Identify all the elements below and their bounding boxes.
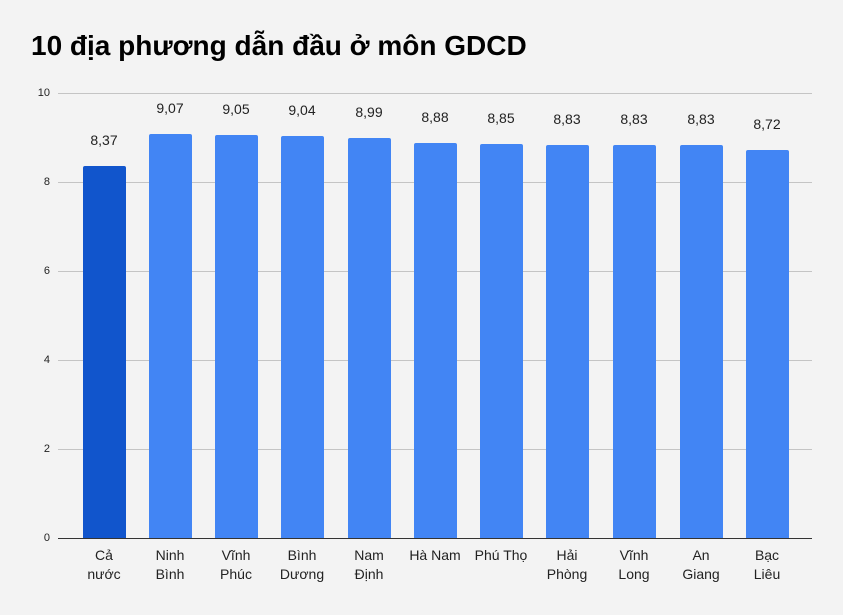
bar[interactable] <box>745 149 789 538</box>
gridline <box>58 93 812 94</box>
x-axis-baseline <box>58 538 812 539</box>
x-tick-label: Bình Dương <box>279 547 325 582</box>
x-tick-label: Hà Nam <box>409 547 461 563</box>
chart-title: 10 địa phương dẫn đầu ở môn GDCD <box>31 30 527 61</box>
bar[interactable] <box>413 142 457 538</box>
data-label: 9,05 <box>222 101 250 118</box>
x-tick-label: Nam Định <box>354 547 384 582</box>
data-label: 8,83 <box>620 111 648 128</box>
bar[interactable] <box>214 135 258 538</box>
data-label: 9,07 <box>156 100 184 117</box>
x-tick-label: Cả nước <box>87 547 121 582</box>
bar[interactable] <box>479 144 523 538</box>
bar[interactable] <box>612 145 656 538</box>
data-label: 8,83 <box>687 111 715 128</box>
data-label: 8,37 <box>90 131 118 148</box>
y-tick-label: 8 <box>43 176 50 188</box>
x-tick-label: Bạc Liêu <box>753 547 781 582</box>
y-tick-label: 10 <box>37 87 50 99</box>
y-tick-label: 0 <box>43 532 50 544</box>
x-tick-label: An Giang <box>682 547 720 582</box>
y-tick-label: 6 <box>43 265 50 277</box>
data-label: 8,88 <box>421 108 449 125</box>
data-label: 8,85 <box>487 110 515 127</box>
data-label: 9,04 <box>288 101 316 118</box>
x-tick-label: Vĩnh Long <box>618 547 650 582</box>
x-tick-label: Vĩnh Phúc <box>220 547 252 582</box>
data-label: 8,99 <box>355 103 383 120</box>
bar[interactable] <box>148 134 192 538</box>
bar[interactable] <box>280 135 324 538</box>
data-label: 8,83 <box>553 111 581 128</box>
y-tick-label: 2 <box>43 443 50 455</box>
data-label: 8,72 <box>753 115 781 132</box>
bar[interactable] <box>82 165 126 538</box>
bar[interactable] <box>347 137 391 538</box>
y-tick-label: 4 <box>43 354 50 366</box>
bar[interactable] <box>545 145 589 538</box>
x-tick-label: Phú Thọ <box>474 547 528 563</box>
y-axis: 0 2 4 6 8 10 <box>0 87 54 544</box>
bar[interactable] <box>679 145 723 538</box>
x-tick-label: Ninh Bình <box>155 547 185 582</box>
x-tick-label: Hải Phòng <box>546 547 588 582</box>
